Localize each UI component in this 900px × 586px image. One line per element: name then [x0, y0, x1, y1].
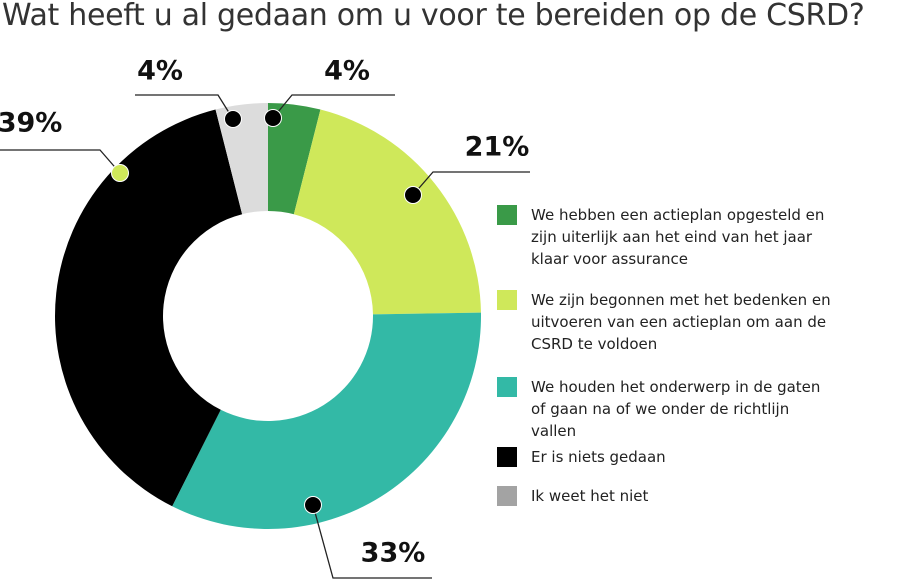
legend-swatch: [497, 447, 517, 467]
legend-swatch: [497, 377, 517, 397]
value-label: 21%: [465, 132, 530, 163]
donut-slice: [55, 109, 243, 507]
leader-line: [272, 94, 395, 119]
legend-label: Er is niets gedaan: [531, 448, 666, 466]
leader-line: [135, 94, 234, 120]
legend-item: Er is niets gedaan: [497, 447, 867, 468]
value-label: 4%: [324, 56, 370, 87]
donut-slice: [293, 109, 481, 315]
leader-dot: [404, 186, 422, 204]
legend-swatch: [497, 486, 517, 506]
legend-item: Ik weet het niet: [497, 486, 867, 507]
leader-line: [312, 504, 432, 579]
leader-dot: [224, 110, 242, 128]
donut-slice: [268, 103, 321, 215]
value-label: 33%: [361, 538, 426, 569]
value-label: 39%: [0, 108, 62, 139]
legend-item: We houden het onderwerp in de gaten of g…: [497, 377, 867, 442]
leader-dot: [111, 164, 129, 182]
legend-swatch: [497, 205, 517, 225]
leader-dot: [264, 109, 282, 127]
leader-dot: [304, 496, 322, 514]
value-label: 4%: [137, 56, 183, 87]
donut-slice: [172, 312, 481, 530]
legend-label: We houden het onderwerp in de gaten of g…: [531, 378, 821, 440]
chart-title: Wat heeft u al gedaan om u voor te berei…: [2, 0, 865, 33]
legend-label: Ik weet het niet: [531, 487, 649, 505]
legend-swatch: [497, 290, 517, 310]
legend-item: We hebben een actieplan opgesteld en zij…: [497, 205, 867, 270]
legend-item: We zijn begonnen met het bedenken en uit…: [497, 290, 867, 355]
legend-label: We zijn begonnen met het bedenken en uit…: [531, 291, 831, 353]
leader-line: [0, 149, 121, 174]
donut-slice: [215, 103, 268, 215]
legend-label: We hebben een actieplan opgesteld en zij…: [531, 206, 825, 268]
leader-line: [412, 171, 530, 196]
